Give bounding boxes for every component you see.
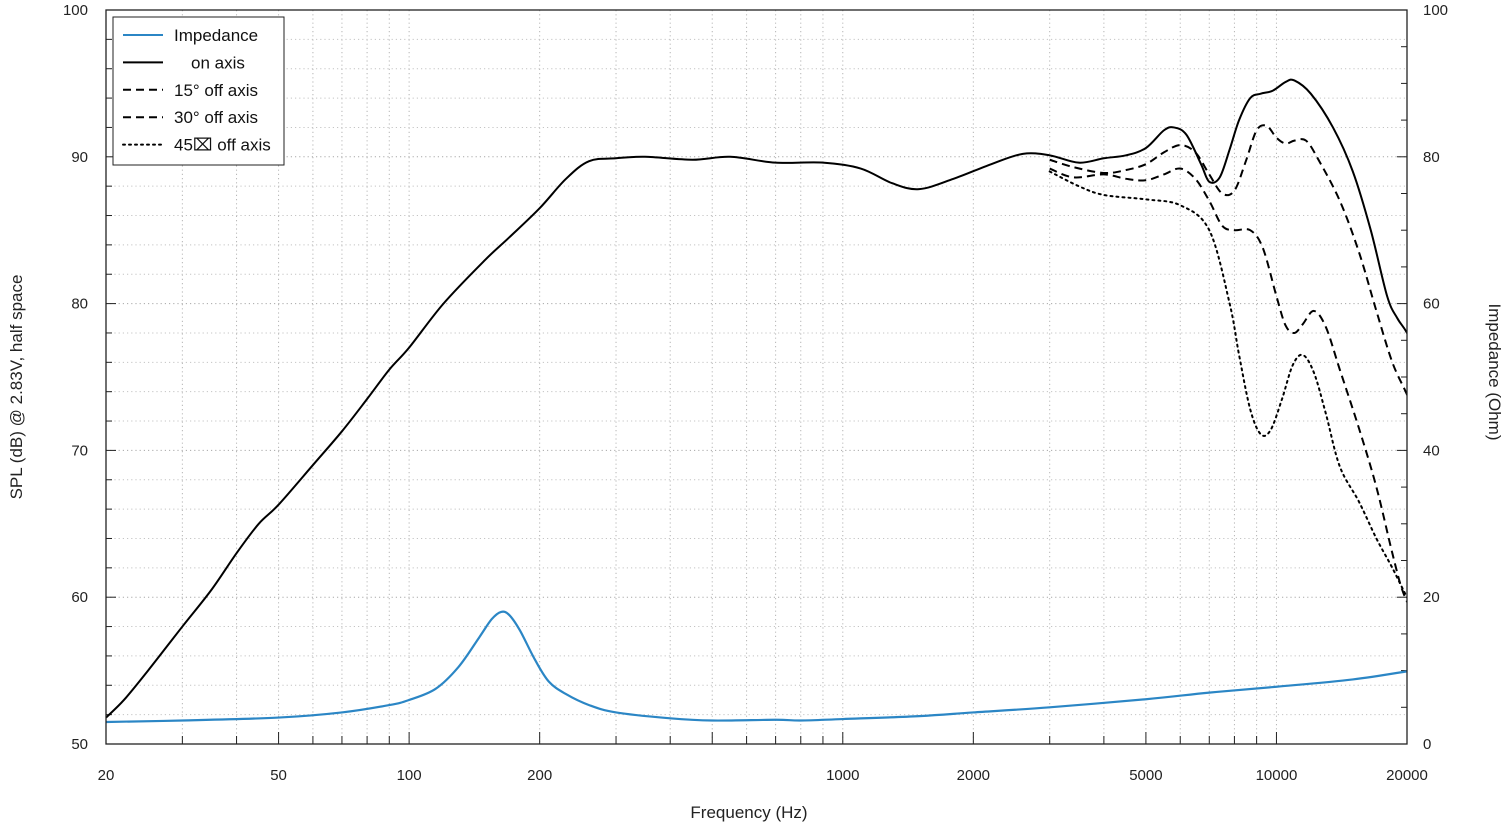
x-tick-label: 100 — [397, 767, 422, 784]
legend-label: 30° off axis — [174, 108, 258, 127]
y2-tick-label: 80 — [1423, 149, 1440, 166]
legend-label: Impedance — [174, 26, 258, 45]
x-tick-label: 20 — [98, 767, 115, 784]
y2-tick-label: 40 — [1423, 442, 1440, 459]
x-tick-label: 2000 — [957, 767, 990, 784]
y-axis-title: SPL (dB) @ 2.83V, half space — [7, 275, 26, 500]
y-tick-label: 60 — [71, 589, 88, 606]
series-line-30-off-axis — [1049, 167, 1407, 604]
series-line-15-off-axis — [1049, 124, 1407, 398]
x-tick-label: 20000 — [1386, 767, 1428, 784]
y2-tick-label: 60 — [1423, 296, 1440, 313]
y2-tick-label: 20 — [1423, 589, 1440, 606]
series-line-on-axis — [106, 78, 1407, 719]
x-tick-label: 1000 — [826, 767, 859, 784]
series-line-impedance — [106, 610, 1407, 724]
plot-frame — [105, 9, 1408, 745]
x-tick-label: 50 — [270, 767, 287, 784]
axis-ticks — [105, 9, 1408, 745]
y-tick-label: 70 — [71, 442, 88, 459]
legend-label: 45⌧ off axis — [174, 136, 271, 155]
legend: Impedance on axis 15° off axis 30° off axis… — [112, 16, 285, 166]
y2-axis-title: Impedance (Ohm) — [1485, 304, 1504, 441]
x-tick-label: 200 — [527, 767, 552, 784]
legend-label: on axis — [191, 53, 245, 72]
legend-label: 15° off axis — [174, 81, 258, 100]
y-tick-label: 90 — [71, 149, 88, 166]
legend-box — [112, 16, 285, 166]
grid — [105, 9, 1408, 745]
y2-tick-label: 0 — [1423, 736, 1431, 753]
y-tick-label: 50 — [71, 736, 88, 753]
y-tick-label: 80 — [71, 296, 88, 313]
x-axis-title: Frequency (Hz) — [690, 803, 807, 822]
y-tick-label: 100 — [63, 2, 88, 19]
x-tick-label: 5000 — [1129, 767, 1162, 784]
series-lines — [106, 78, 1407, 724]
tick-labels: 20 50 100 200 1000 2000 5000 10000 2000050607080… — [63, 2, 1448, 784]
x-tick-label: 10000 — [1256, 767, 1298, 784]
y2-tick-label: 100 — [1423, 2, 1448, 19]
series-line-45-off-axis — [1048, 170, 1407, 600]
